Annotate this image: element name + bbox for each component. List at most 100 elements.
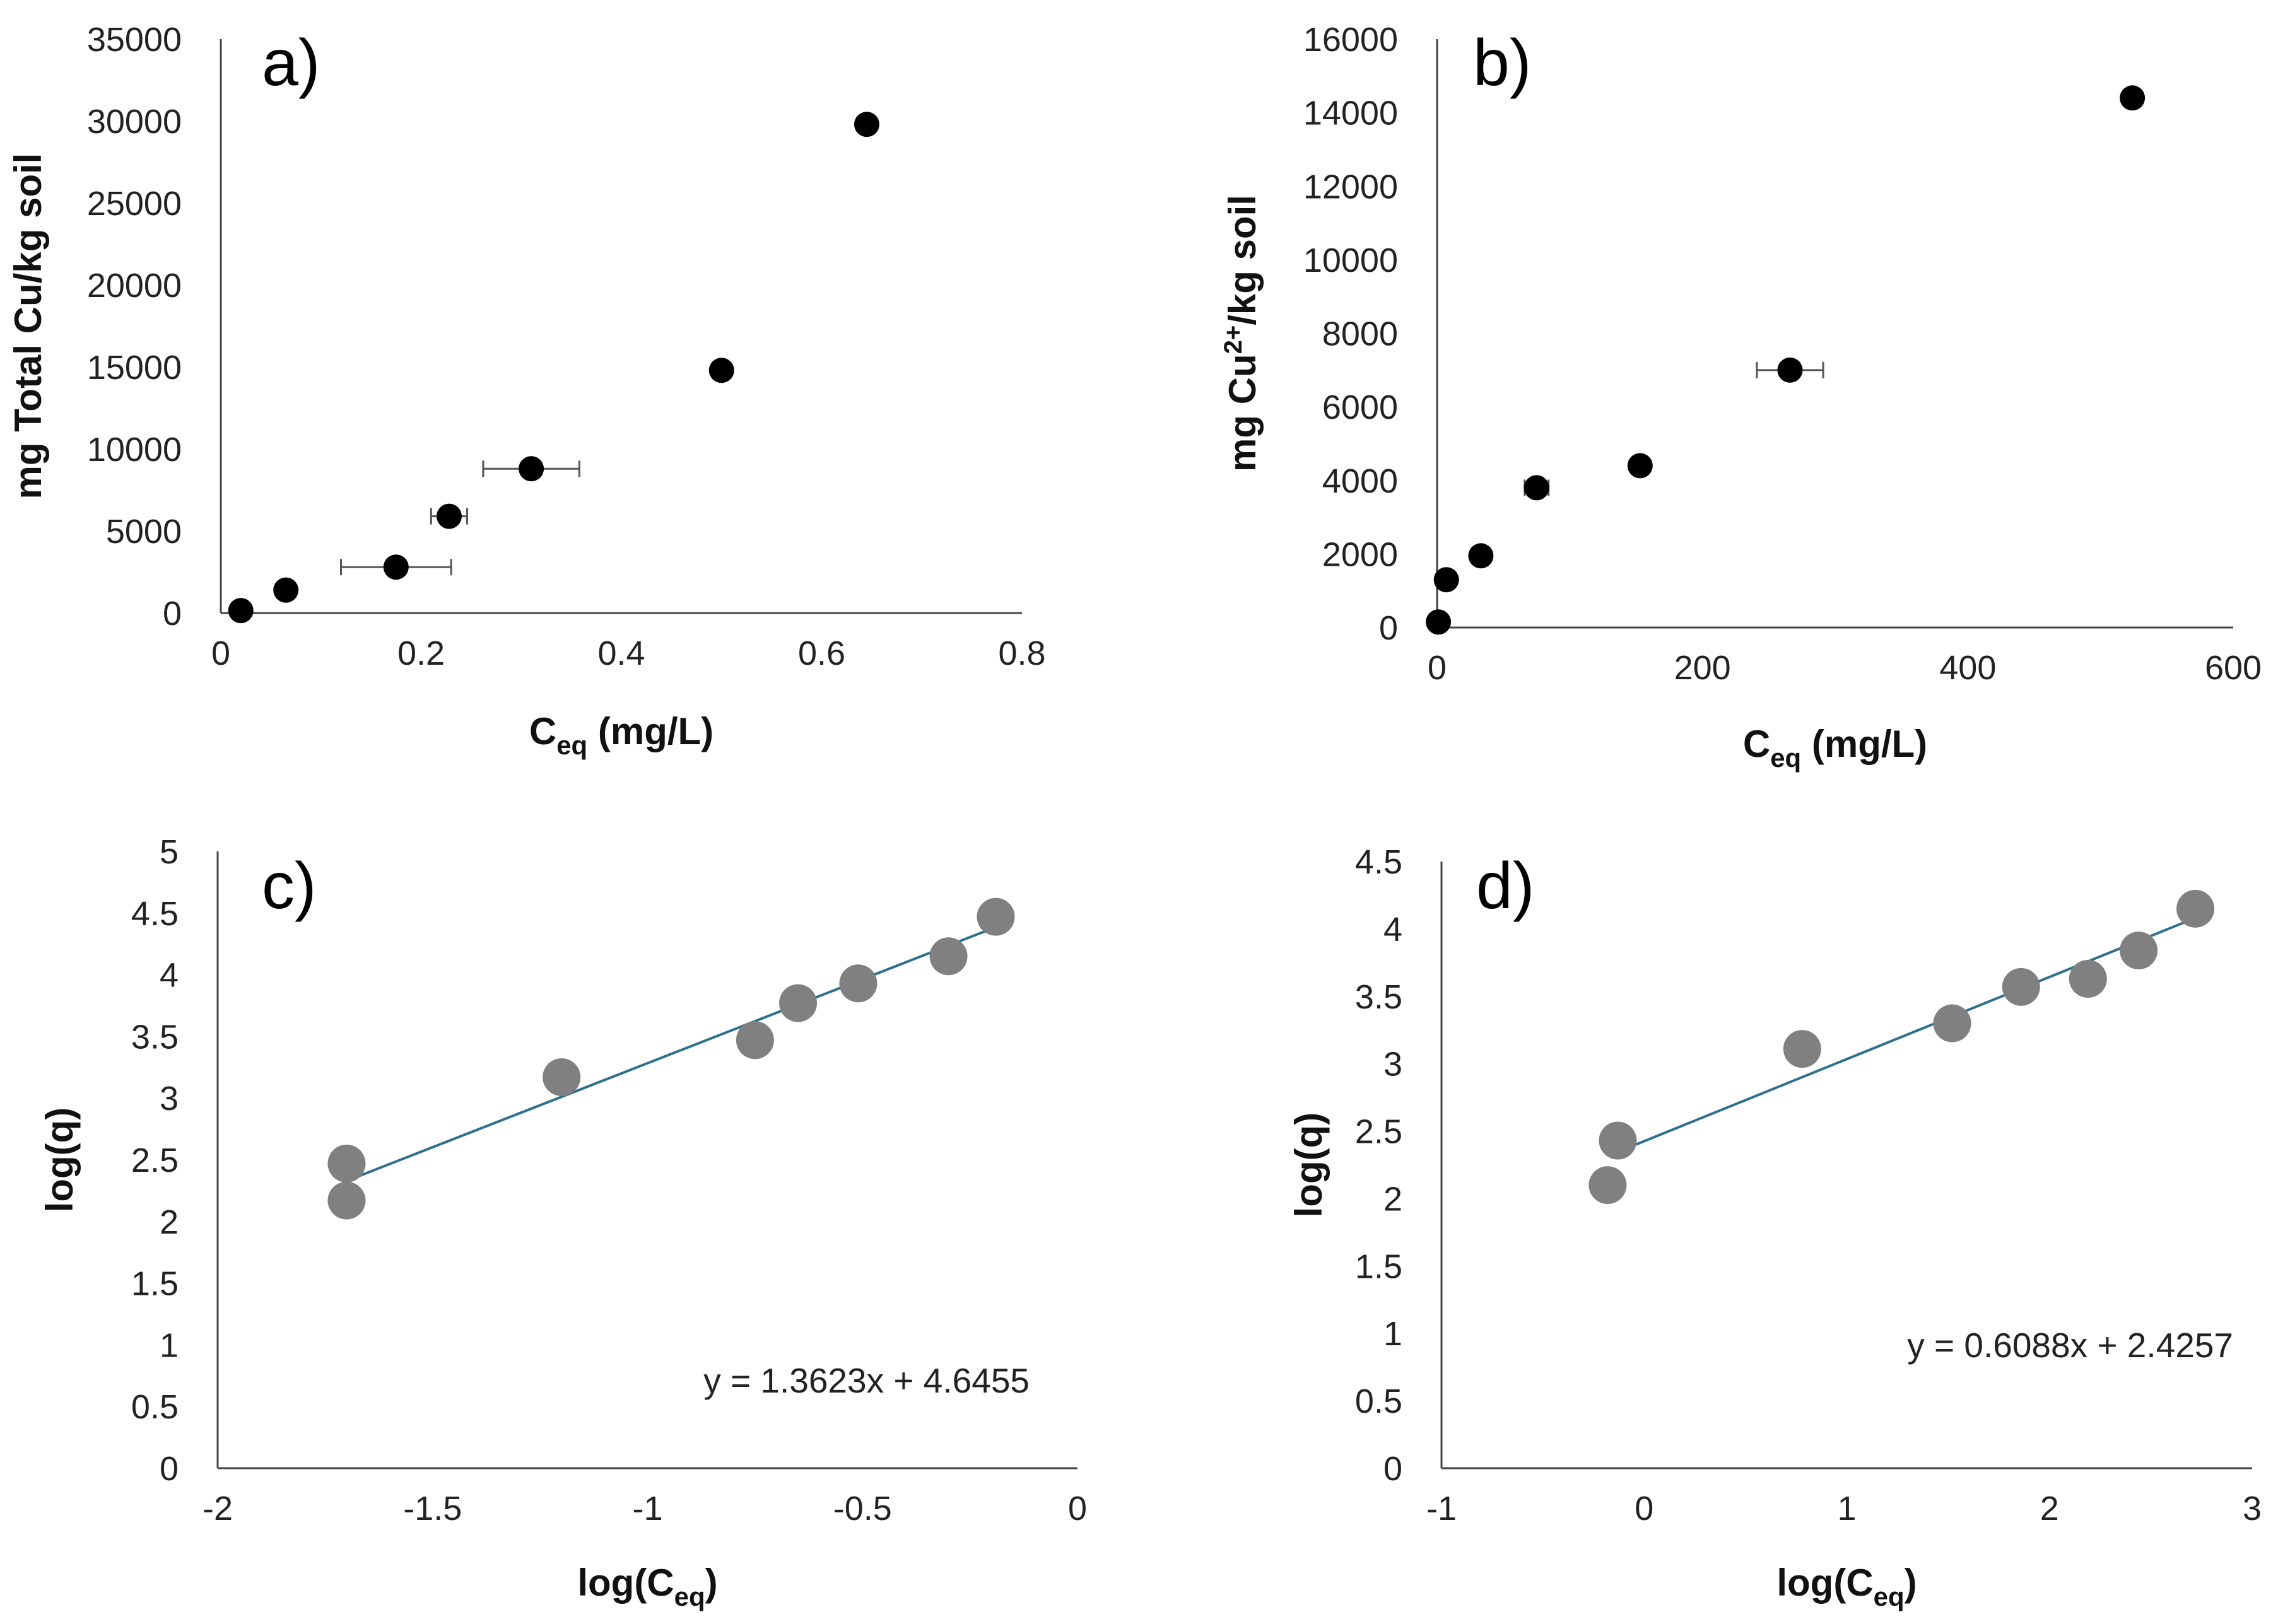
data-point: [273, 577, 299, 603]
data-point: [1524, 475, 1549, 501]
y-tick-label: 3.5: [131, 1018, 179, 1056]
y-tick-label: 2.5: [1355, 1113, 1402, 1151]
y-tick-label: 8000: [1322, 315, 1398, 353]
y-axis-label: mg Cu2+/kg soil: [1219, 195, 1264, 472]
y-tick-label: 20000: [87, 267, 182, 305]
panel-label: c): [262, 850, 317, 923]
y-axis-label: log(q): [38, 1107, 81, 1213]
data-point: [543, 1058, 581, 1096]
data-point: [436, 503, 462, 529]
x-axis-label: Ceq (mg/L): [529, 710, 713, 760]
x-tick-label: -1: [1426, 1490, 1457, 1528]
data-point: [839, 964, 878, 1003]
data-point: [1433, 567, 1459, 593]
y-tick-label: 3: [160, 1080, 179, 1118]
x-axis-label: Ceq (mg/L): [1743, 723, 1927, 773]
y-tick-label: 12000: [1303, 168, 1398, 206]
data-point: [854, 112, 879, 137]
data-point: [779, 984, 818, 1022]
y-tick-label: 1.5: [1355, 1247, 1402, 1285]
y-tick-label: 4: [160, 957, 179, 995]
y-tick-label: 0.5: [131, 1388, 179, 1426]
y-tick-label: 2000: [1322, 535, 1398, 573]
y-tick-label: 2: [1383, 1180, 1402, 1218]
data-point: [2120, 932, 2158, 970]
chart-panel-1: 0 5000 10000 15000 20000 25000 30000 35000 0 0.2 0…: [7, 21, 1046, 760]
y-tick-label: 0: [1383, 1450, 1402, 1488]
data-point: [1468, 543, 1494, 569]
y-tick-label: 0: [163, 595, 182, 633]
data-point: [519, 456, 544, 482]
data-point: [929, 937, 968, 976]
data-point: [1933, 1004, 1971, 1043]
data-point: [2069, 959, 2107, 998]
data-point: [708, 358, 734, 383]
y-tick-label: 14000: [1303, 95, 1398, 132]
trendline: [346, 926, 997, 1183]
data-point: [1777, 357, 1803, 383]
y-tick-label: 6000: [1322, 388, 1398, 426]
data-point: [2002, 967, 2040, 1006]
data-point: [736, 1021, 774, 1060]
trendline: [1609, 916, 2196, 1157]
y-tick-label: 4: [1383, 911, 1402, 949]
panel-label: a): [262, 26, 320, 100]
x-tick-label: 0: [1428, 649, 1447, 687]
y-tick-label: 0.5: [1355, 1382, 1402, 1420]
y-tick-label: 1: [160, 1326, 179, 1364]
x-tick-label: -1: [632, 1490, 662, 1528]
y-tick-label: 0: [1379, 609, 1398, 647]
y-tick-label: 30000: [87, 103, 182, 141]
x-tick-label: 0: [1068, 1490, 1087, 1528]
y-tick-label: 35000: [87, 21, 182, 59]
y-tick-label: 3: [1383, 1046, 1402, 1084]
x-tick-label: -2: [203, 1490, 233, 1528]
y-tick-label: 0: [160, 1450, 179, 1488]
x-tick-label: 0: [211, 634, 230, 672]
x-tick-label: 600: [2205, 649, 2262, 687]
x-tick-label: 2: [2040, 1490, 2059, 1528]
y-tick-label: 16000: [1303, 21, 1398, 59]
x-tick-label: 0: [1635, 1490, 1653, 1528]
trendline-equation: y = 1.3623x + 4.6455: [703, 1361, 1030, 1400]
x-tick-label: -0.5: [833, 1490, 892, 1528]
y-tick-label: 25000: [87, 185, 182, 223]
y-tick-label: 15000: [87, 349, 182, 387]
data-point: [1627, 453, 1653, 479]
y-axis-label: log(q): [1288, 1113, 1330, 1218]
x-tick-label: 0.6: [798, 634, 845, 672]
y-tick-label: 10000: [1303, 242, 1398, 279]
chart-panel-4: 0 0.5 1 1.5 2 2.5 3 3.5 4 4.5 -1 0 1 2 3 d) log(Ceq) log(…: [1288, 843, 2262, 1611]
data-point: [1588, 1166, 1627, 1205]
x-tick-label: 200: [1674, 649, 1731, 687]
y-tick-label: 4.5: [131, 895, 179, 933]
y-tick-label: 1: [1383, 1315, 1402, 1353]
y-tick-label: 2: [160, 1203, 179, 1241]
data-point: [228, 598, 254, 624]
y-tick-label: 5000: [106, 513, 182, 551]
panel-label: d): [1476, 850, 1534, 923]
x-tick-label: 0.2: [397, 634, 445, 672]
data-point: [1599, 1121, 1637, 1160]
data-point: [327, 1181, 366, 1220]
trendline-equation: y = 0.6088x + 2.4257: [1907, 1326, 2233, 1365]
data-point: [383, 554, 409, 580]
data-point: [1426, 609, 1452, 635]
y-tick-label: 5: [160, 833, 179, 871]
data-point: [1783, 1030, 1821, 1068]
x-axis-label: log(Ceq): [577, 1562, 717, 1611]
data-point: [327, 1144, 366, 1183]
x-tick-label: 0.8: [998, 634, 1045, 672]
x-tick-label: 0.4: [597, 634, 645, 672]
y-tick-label: 4000: [1322, 462, 1398, 500]
chart-panel-2: 0 2000 4000 6000 8000 10000 12000 14000 16000 0 20…: [1219, 21, 2262, 773]
chart-panel-3: 0 0.5 1 1.5 2 2.5 3 3.5 4 4.5 5 -2 -1.5 -1 -0.5 0 c) log(…: [38, 833, 1087, 1611]
y-tick-label: 4.5: [1355, 843, 1402, 881]
x-tick-label: 400: [1939, 649, 1996, 687]
y-tick-label: 10000: [87, 431, 182, 469]
x-tick-label: 1: [1837, 1490, 1856, 1528]
panel-label: b): [1473, 26, 1531, 100]
data-point: [2176, 889, 2215, 928]
data-point: [977, 897, 1015, 936]
data-point: [2120, 85, 2146, 111]
